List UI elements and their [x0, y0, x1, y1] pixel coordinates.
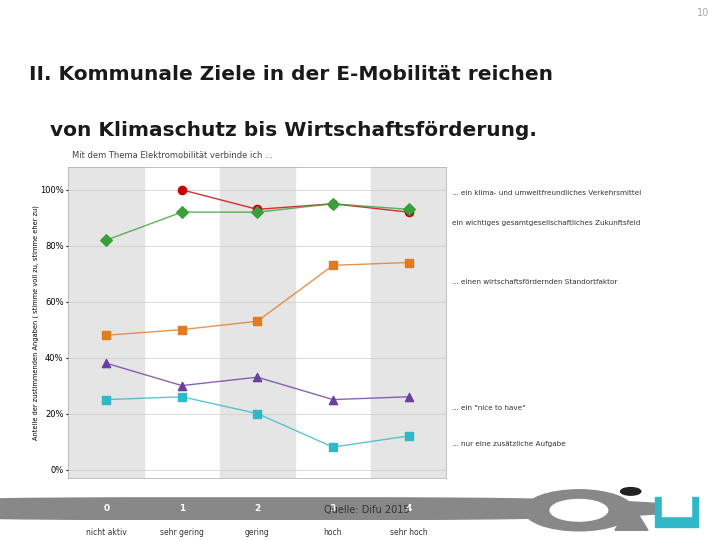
Text: 1: 1	[179, 504, 185, 513]
Point	[403, 208, 415, 217]
Circle shape	[121, 498, 696, 519]
Point	[252, 373, 264, 382]
Text: ein wichtiges gesamtgesellschaftliches Zukunftsfeld: ein wichtiges gesamtgesellschaftliches Z…	[452, 220, 641, 226]
Point	[101, 236, 112, 245]
Text: 10: 10	[697, 8, 709, 18]
Circle shape	[0, 498, 469, 519]
Circle shape	[621, 488, 641, 495]
Point	[252, 208, 264, 217]
Circle shape	[45, 498, 621, 519]
Bar	[220, 167, 295, 478]
Polygon shape	[615, 503, 648, 530]
Text: nicht aktiv: nicht aktiv	[86, 528, 127, 537]
Y-axis label: Anteile der zustimmenden Angaben ( stimme voll zu, stimme eher zu): Anteile der zustimmenden Angaben ( stimm…	[32, 205, 39, 440]
Circle shape	[0, 498, 545, 519]
Text: 4: 4	[405, 504, 412, 513]
Point	[176, 208, 187, 217]
Point	[176, 393, 187, 401]
Point	[327, 199, 339, 208]
Text: sehr hoch: sehr hoch	[390, 528, 428, 537]
Circle shape	[524, 490, 634, 531]
Point	[176, 325, 187, 334]
Text: ... ein klima- und umweltfreundliches Verkehrsmittel: ... ein klima- und umweltfreundliches Ve…	[452, 190, 642, 195]
Text: Quelle: Difu 2015: Quelle: Difu 2015	[325, 505, 410, 515]
Text: hoch: hoch	[324, 528, 342, 537]
Point	[101, 395, 112, 404]
Point	[403, 431, 415, 440]
Text: ... einen wirtschaftsfördernden Standortfaktor: ... einen wirtschaftsfördernden Standort…	[452, 279, 618, 285]
Point	[101, 331, 112, 340]
Point	[403, 258, 415, 267]
Text: von Klimaschutz bis Wirtschaftsförderung.: von Klimaschutz bis Wirtschaftsförderung…	[50, 122, 537, 140]
Text: sehr gering: sehr gering	[160, 528, 204, 537]
Point	[403, 205, 415, 214]
Text: ... ein "nice to have": ... ein "nice to have"	[452, 405, 526, 411]
Point	[327, 443, 339, 451]
Circle shape	[0, 498, 394, 519]
Text: ... nur eine zusätzliche Aufgabe: ... nur eine zusätzliche Aufgabe	[452, 441, 566, 447]
Point	[403, 393, 415, 401]
Text: Aktivitätslevel: Aktivitätslevel	[2, 506, 68, 515]
Bar	[371, 167, 446, 478]
Point	[327, 261, 339, 269]
Text: 2: 2	[254, 504, 261, 513]
Text: 3: 3	[330, 504, 336, 513]
Point	[252, 317, 264, 326]
Point	[101, 359, 112, 368]
Bar	[655, 497, 698, 526]
Bar	[662, 494, 691, 516]
Text: Mit dem Thema Elektromobilität verbinde ich ...: Mit dem Thema Elektromobilität verbinde …	[72, 151, 273, 160]
Point	[327, 395, 339, 404]
Circle shape	[550, 500, 608, 521]
Text: gering: gering	[245, 528, 270, 537]
Point	[327, 199, 339, 208]
Bar	[68, 167, 144, 478]
Point	[176, 185, 187, 194]
Text: II. Kommunale Ziele in der E-Mobilität reichen: II. Kommunale Ziele in der E-Mobilität r…	[29, 65, 553, 84]
Point	[252, 205, 264, 214]
Point	[176, 381, 187, 390]
Point	[252, 409, 264, 418]
Text: 0: 0	[103, 504, 109, 513]
